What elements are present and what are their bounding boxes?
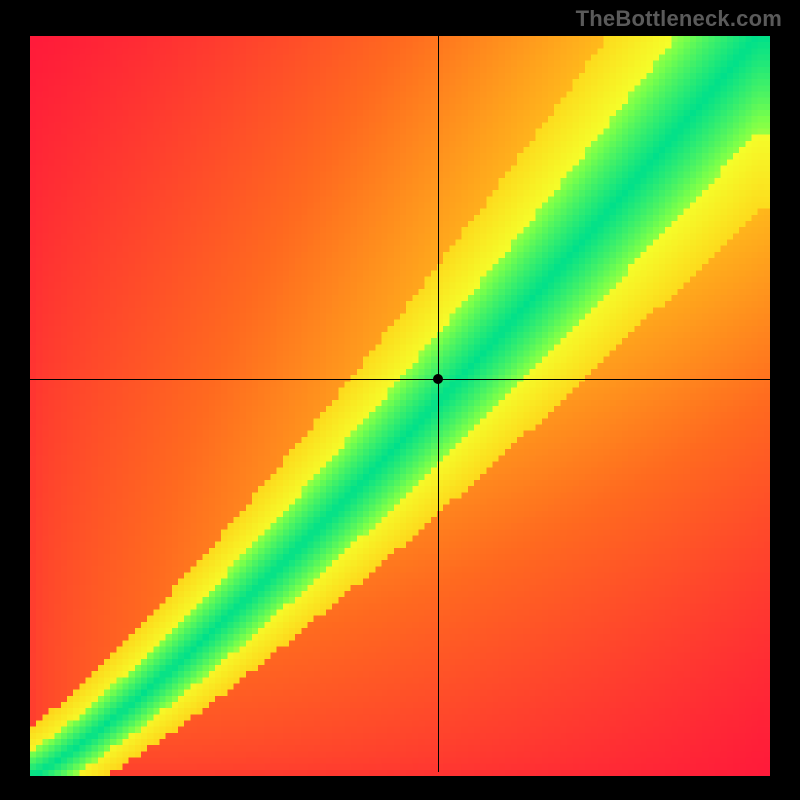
crosshair-vertical <box>438 36 439 772</box>
crosshair-horizontal <box>30 379 770 380</box>
watermark-text: TheBottleneck.com <box>576 6 782 32</box>
heatmap-canvas <box>30 36 770 776</box>
plot-area <box>30 36 770 772</box>
crosshair-point <box>433 374 443 384</box>
chart-container: TheBottleneck.com <box>0 0 800 800</box>
